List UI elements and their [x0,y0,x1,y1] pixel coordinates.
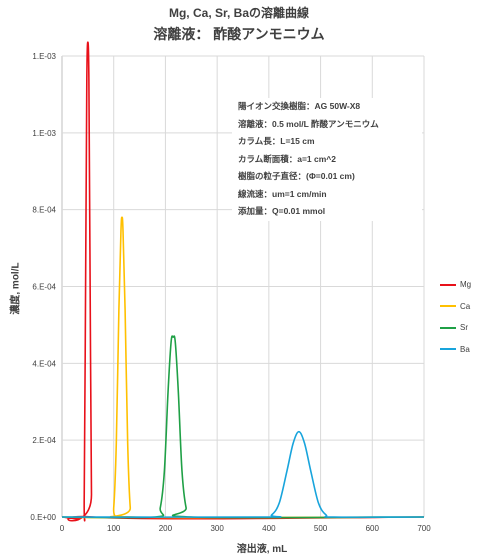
x-tick-label: 300 [210,524,224,533]
legend-swatch-ca [440,305,456,308]
info-eluent: 溶離液：0.5 mol/L 酢酸アンモニウム [238,118,379,129]
info-column-area: カラム断面積：a=1 cm^2 [238,153,337,164]
legend-item-ba: Ba [440,339,478,361]
x-tick-label: 400 [262,524,276,533]
info-resin: 陽イオン交換樹脂：AG 50W-X8 [238,101,361,111]
x-tick-label: 200 [159,524,173,533]
legend-label-mg: Mg [460,280,472,290]
y-tick-label: 1.E-03 [32,52,56,61]
series-line-sr [61,335,425,519]
condition-info-box: 陽イオン交換樹脂：AG 50W-X8 溶離液：0.5 mol/L 酢酸アンモニウ… [232,98,422,221]
y-tick-label: 0.E+00 [30,513,56,522]
legend-swatch-sr [440,326,456,329]
chart-subtitle: 溶離液： 酢酸アンモニウム [153,26,325,42]
info-flow-rate: 線流速：um=1 cm/min [238,188,327,199]
legend-swatch-ba [440,348,456,351]
x-tick-label: 700 [417,524,431,533]
tick-labels: 0 100 200 300 400 500 600 700 0.E+00 2.E-04 4.E-04… [30,52,431,533]
x-tick-label: 0 [60,524,65,533]
legend-label-ca: Ca [460,301,471,311]
y-axis-label: 濃度, mol/L [10,262,22,315]
info-column-length: カラム長：L=15 cm [238,136,315,146]
legend-label-sr: Sr [460,323,468,333]
y-tick-label: 8.E-04 [32,206,56,215]
legend-label-ba: Ba [460,344,470,354]
legend-item-sr: Sr [440,317,478,339]
y-tick-label: 1.E-03 [32,129,56,138]
y-tick-label: 2.E-04 [32,436,56,445]
series-line-ba [61,430,425,518]
chart-title: Mg, Ca, Sr, Baの溶離曲線 [168,6,310,20]
info-particle-diameter: 樹脂の粒子直径：(Φ=0.01 cm) [238,171,355,181]
y-tick-label: 4.E-04 [32,359,56,368]
x-tick-label: 100 [107,524,121,533]
y-tick-label: 6.E-04 [32,283,56,292]
series-lines [61,41,425,522]
series-line-ca [61,216,425,519]
x-tick-label: 500 [314,524,328,533]
x-axis-label: 溶出液, mL [236,544,288,555]
info-amount: 添加量：Q=0.01 mmol [238,206,326,216]
legend-swatch-mg [440,283,456,286]
chart-legend: Mg Ca Sr Ba [440,274,478,360]
legend-item-ca: Ca [440,296,478,318]
x-tick-label: 600 [366,524,380,533]
legend-item-mg: Mg [440,274,478,296]
